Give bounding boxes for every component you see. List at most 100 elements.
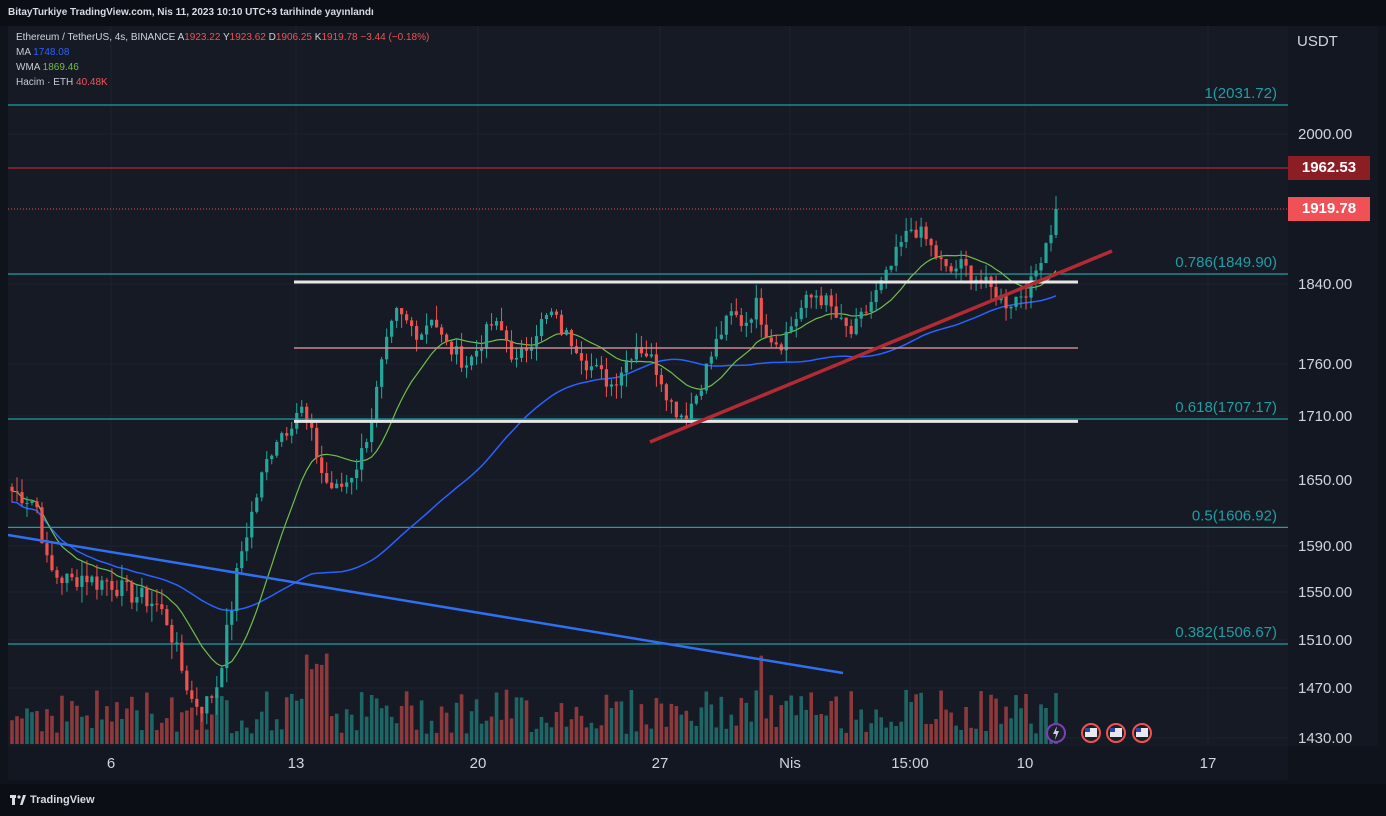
candle-body: [50, 555, 54, 571]
candle-body: [639, 346, 643, 354]
legend-wma-row[interactable]: WMA 1869.46: [16, 60, 429, 75]
candle-body: [250, 511, 254, 538]
y-tick-label: 1840.00: [1298, 276, 1352, 293]
candle-body: [135, 597, 139, 603]
legend-ma-row[interactable]: MA 1748.08: [16, 45, 429, 60]
volume-bar: [779, 705, 784, 744]
candle-body: [85, 575, 89, 583]
volume-bar: [409, 705, 414, 744]
close-label: K: [314, 32, 322, 43]
candle-body: [949, 266, 953, 272]
candle-body: [215, 687, 219, 698]
volume-bar: [55, 732, 59, 744]
candle-body: [410, 320, 414, 327]
volume-bar: [444, 712, 449, 744]
candle-body: [649, 354, 653, 357]
candle-body: [70, 573, 74, 578]
price-axis[interactable]: [1288, 26, 1378, 746]
candle-body: [854, 318, 858, 335]
volume-bar: [40, 731, 44, 744]
volume-bar: [824, 715, 829, 744]
volume-bar: [599, 725, 604, 744]
legend-symbol-row: Ethereum / TetherUS, 4s, BINANCE A1923.2…: [16, 30, 429, 45]
candle-body: [1004, 295, 1008, 309]
volume-bar: [324, 653, 329, 744]
candle-body: [65, 573, 69, 584]
candle-body: [150, 603, 154, 607]
candle-body: [415, 326, 419, 340]
candle-body: [954, 268, 958, 272]
volume-bar: [254, 719, 259, 744]
candle-body: [1044, 243, 1048, 264]
candle-body: [1014, 296, 1018, 307]
candle-body: [679, 415, 683, 418]
volume-bar: [759, 655, 764, 744]
candle-body: [724, 315, 728, 335]
change-value: −3.44 (−0.18%): [360, 32, 430, 43]
volume-bar: [684, 710, 689, 744]
y-tick-label: 1760.00: [1298, 356, 1352, 373]
volume-bar: [584, 727, 589, 744]
x-tick-label: 17: [1200, 755, 1217, 772]
chart-area[interactable]: [8, 26, 1288, 746]
volume-bar: [624, 733, 629, 744]
candle-body: [934, 245, 938, 258]
descending-trendline: [7, 533, 844, 675]
candle-body: [330, 482, 334, 489]
candle-body: [484, 324, 489, 349]
volume-bar: [919, 692, 923, 744]
candle-body: [494, 321, 499, 326]
volume-bar: [609, 708, 614, 744]
candle-body: [459, 346, 464, 368]
volume-bar: [120, 718, 124, 744]
candle-body: [145, 587, 149, 607]
volume-bar: [200, 713, 204, 744]
candle-body: [629, 359, 634, 361]
time-axis[interactable]: [8, 746, 1288, 780]
volume-bar: [294, 700, 299, 744]
footer: TradingView: [0, 784, 1386, 816]
candle-body: [180, 642, 184, 671]
candle-body: [225, 624, 229, 669]
candle-body: [574, 346, 579, 354]
volume-bars: [10, 653, 1058, 744]
candle-body: [285, 433, 289, 436]
candle-body: [55, 570, 59, 578]
candle-body: [839, 317, 843, 319]
volume-bar: [869, 723, 873, 744]
candles: [10, 196, 1058, 725]
grid: [8, 26, 1288, 746]
volume-bar: [150, 713, 154, 744]
candle-body: [519, 347, 524, 358]
volume-bar: [709, 704, 714, 744]
tradingview-logo[interactable]: TradingView: [10, 794, 95, 806]
candle-body: [964, 259, 968, 266]
candle-body: [454, 346, 459, 355]
symbol-name[interactable]: Ethereum / TetherUS, 4s, BINANCE: [16, 32, 176, 43]
legend-volume-row[interactable]: Hacim · ETH 40.48K: [16, 75, 429, 90]
volume-bar: [724, 728, 729, 744]
volume-bar: [1024, 693, 1028, 744]
candle-body: [474, 350, 479, 357]
volume-bar: [694, 725, 699, 744]
candle-body: [609, 384, 614, 387]
volume-bar: [10, 720, 14, 744]
candle-body: [400, 308, 404, 315]
volume-bar: [135, 710, 139, 744]
candle-body: [240, 551, 244, 569]
candle-body: [120, 580, 124, 596]
volume-bar: [229, 733, 234, 744]
volume-bar: [464, 733, 469, 744]
volume-bar: [939, 690, 943, 744]
flag-field-icon: [1136, 728, 1148, 737]
open-value: 1923.22: [184, 32, 221, 43]
volume-bar: [809, 692, 814, 744]
volume-bar: [1004, 706, 1008, 744]
volume-bar: [654, 697, 659, 744]
candle-body: [360, 448, 364, 470]
candle-body: [1009, 306, 1013, 309]
volume-bar: [544, 722, 549, 744]
volume-bar: [125, 708, 129, 744]
volume-bar: [20, 718, 24, 744]
candle-body: [160, 604, 164, 610]
